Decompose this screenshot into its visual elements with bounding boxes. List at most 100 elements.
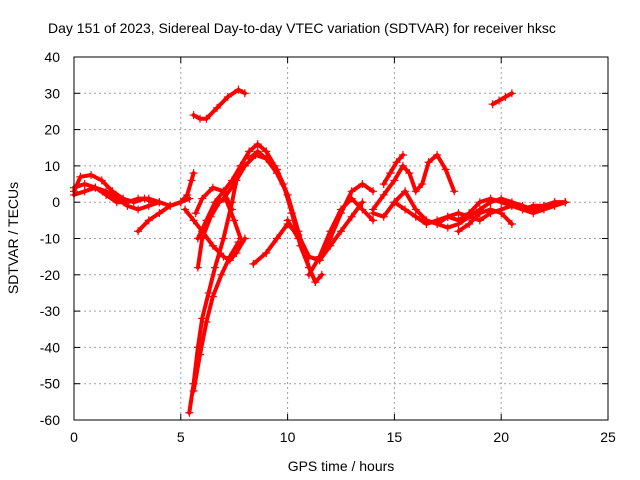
series-s15 bbox=[304, 194, 378, 279]
y-tick-label: -50 bbox=[40, 376, 60, 392]
series-line bbox=[187, 163, 243, 415]
data-point bbox=[189, 386, 198, 395]
data-point bbox=[390, 176, 399, 185]
data-point bbox=[80, 180, 89, 189]
data-point bbox=[507, 89, 516, 98]
x-axis-label: GPS time / hours bbox=[288, 458, 395, 474]
data-point bbox=[262, 154, 271, 163]
y-tick-label: -40 bbox=[40, 339, 60, 355]
data-point bbox=[475, 216, 484, 225]
series-line bbox=[490, 91, 514, 107]
data-point bbox=[443, 212, 452, 221]
data-point bbox=[219, 234, 228, 243]
data-point bbox=[501, 92, 510, 101]
data-point bbox=[304, 270, 313, 279]
series-markers bbox=[134, 169, 198, 236]
data-point bbox=[315, 252, 324, 261]
data-point bbox=[87, 170, 96, 179]
data-point bbox=[234, 85, 243, 94]
data-point bbox=[392, 158, 401, 167]
data-point bbox=[386, 169, 395, 178]
y-tick-label: -10 bbox=[40, 231, 60, 247]
data-point bbox=[208, 183, 217, 192]
data-point bbox=[497, 194, 506, 203]
data-point bbox=[450, 187, 459, 196]
data-point bbox=[358, 198, 367, 207]
series-markers bbox=[369, 151, 459, 214]
series-s7 bbox=[189, 238, 243, 395]
data-point bbox=[411, 205, 420, 214]
data-point bbox=[422, 219, 431, 228]
data-point bbox=[80, 187, 89, 196]
data-point bbox=[249, 259, 258, 268]
data-point bbox=[240, 89, 249, 98]
data-point bbox=[347, 212, 356, 221]
data-point bbox=[240, 161, 249, 170]
x-tick-label: 20 bbox=[493, 429, 509, 445]
series-s16 bbox=[189, 85, 249, 123]
data-point bbox=[475, 209, 484, 218]
data-point bbox=[176, 198, 185, 207]
data-point bbox=[529, 205, 538, 214]
data-point bbox=[465, 219, 474, 228]
data-point bbox=[326, 227, 335, 236]
data-point bbox=[262, 147, 271, 156]
data-point bbox=[401, 205, 410, 214]
data-point bbox=[358, 180, 367, 189]
y-tick-label: -60 bbox=[40, 412, 60, 428]
series-s23 bbox=[488, 89, 516, 109]
data-point bbox=[219, 187, 228, 196]
series-markers bbox=[379, 151, 407, 189]
data-point bbox=[454, 209, 463, 218]
series-line bbox=[285, 200, 365, 263]
series-markers bbox=[283, 198, 367, 265]
data-point bbox=[144, 216, 153, 225]
series-s14 bbox=[283, 198, 367, 265]
series-markers bbox=[488, 89, 516, 109]
data-point bbox=[433, 219, 442, 228]
data-point bbox=[518, 201, 527, 210]
data-point bbox=[369, 187, 378, 196]
series-s22 bbox=[454, 205, 516, 236]
data-point bbox=[91, 183, 100, 192]
data-point bbox=[287, 209, 296, 218]
series-markers bbox=[249, 180, 378, 268]
data-point bbox=[97, 176, 106, 185]
data-point bbox=[454, 227, 463, 236]
series-markers bbox=[433, 194, 570, 232]
series-markers bbox=[304, 194, 378, 279]
data-point bbox=[347, 194, 356, 203]
data-point bbox=[155, 198, 164, 207]
data-point bbox=[204, 288, 213, 297]
data-point bbox=[112, 198, 121, 207]
y-tick-label: -20 bbox=[40, 267, 60, 283]
series-s19 bbox=[379, 151, 407, 189]
series-line bbox=[251, 182, 375, 266]
data-point bbox=[134, 227, 143, 236]
data-point bbox=[379, 180, 388, 189]
data-point bbox=[253, 147, 262, 156]
data-point bbox=[539, 201, 548, 210]
data-point bbox=[166, 201, 175, 210]
series-line bbox=[247, 149, 324, 285]
data-point bbox=[228, 205, 237, 214]
data-point bbox=[189, 111, 198, 120]
data-point bbox=[441, 165, 450, 174]
y-tick-label: 10 bbox=[44, 158, 60, 174]
data-point bbox=[202, 317, 211, 326]
data-point bbox=[193, 263, 202, 272]
data-point bbox=[337, 205, 345, 214]
chart-title: Day 151 of 2023, Sidereal Day-to-day VTE… bbox=[48, 20, 556, 36]
data-point bbox=[337, 227, 345, 236]
data-point bbox=[486, 198, 495, 207]
series-s21 bbox=[433, 194, 570, 232]
data-point bbox=[193, 234, 202, 243]
data-point bbox=[198, 314, 207, 323]
data-point bbox=[379, 212, 388, 221]
data-point bbox=[347, 187, 356, 196]
y-tick-label: 0 bbox=[52, 194, 60, 210]
series-markers bbox=[454, 205, 516, 236]
data-point bbox=[202, 216, 211, 225]
data-point bbox=[379, 190, 388, 199]
series-line bbox=[456, 207, 514, 234]
